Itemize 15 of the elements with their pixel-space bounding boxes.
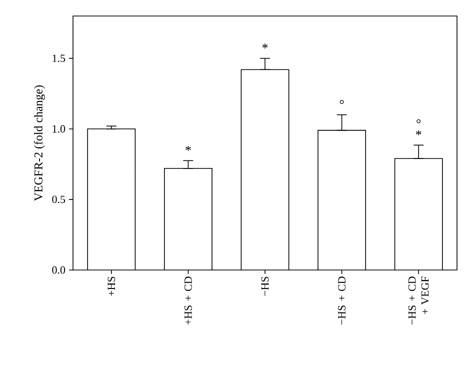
y-tick-label: 0.0 [52,266,66,274]
x-tick-label: +HS [108,276,116,296]
x-tick-label: +HS + CD [184,276,192,325]
x-tick-label: −HS [261,276,269,296]
y-axis-title: VEGFR-2 (fold change) [34,85,45,201]
x-tick-label: −HS + CD [338,276,346,325]
x-tick-label: −HS + CD + VEGF [408,276,429,325]
annotation: * [186,146,191,151]
annotation: ° [416,119,421,124]
y-tick-label: 0.5 [52,196,66,204]
annotation: * [416,130,422,136]
annotation: * [262,44,268,48]
y-tick-label: 1.0 [52,125,66,133]
annotation: ° [340,100,344,104]
y-tick-label: 1.5 [52,54,66,62]
